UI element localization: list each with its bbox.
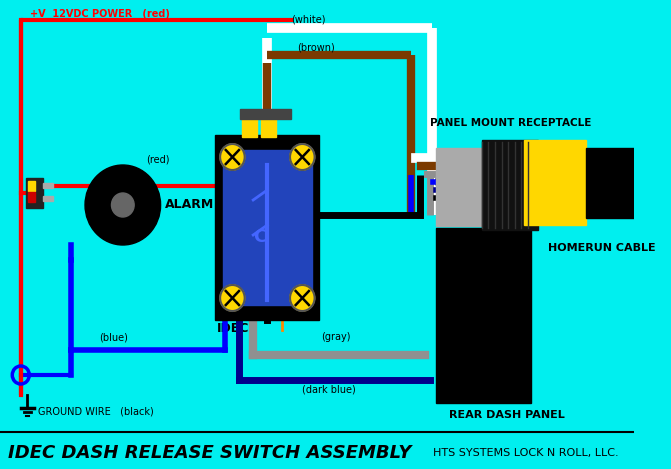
Bar [586, 148, 634, 218]
Bar [240, 109, 291, 119]
Bar [524, 140, 586, 225]
Bar [482, 140, 539, 230]
Bar [28, 192, 35, 202]
Bar [242, 117, 257, 137]
Text: C: C [253, 228, 266, 246]
Bar [26, 178, 44, 208]
Text: GROUND WIRE   (black): GROUND WIRE (black) [38, 406, 154, 416]
Text: ALARM: ALARM [165, 198, 215, 212]
Text: (white): (white) [291, 14, 325, 24]
Text: (gray): (gray) [321, 332, 351, 342]
Text: +V  12VDC POWER   (red): +V 12VDC POWER (red) [30, 9, 170, 19]
Circle shape [290, 144, 315, 170]
Bar [261, 117, 276, 137]
Bar [28, 181, 35, 191]
Text: (black): (black) [433, 177, 466, 187]
Text: REAR DASH PANEL: REAR DASH PANEL [449, 410, 564, 420]
Text: (red): (red) [146, 154, 170, 164]
Circle shape [111, 193, 134, 217]
Text: (dark blue): (dark blue) [303, 385, 356, 395]
Circle shape [290, 285, 315, 311]
Text: PANEL MOUNT RECEPTACLE: PANEL MOUNT RECEPTACLE [430, 118, 591, 128]
Text: IDEC DASH RELEASE SWITCH ASSEMBLY: IDEC DASH RELEASE SWITCH ASSEMBLY [7, 444, 411, 462]
Bar [436, 148, 501, 226]
Bar [44, 196, 53, 201]
Text: HOMERUN CABLE: HOMERUN CABLE [548, 243, 656, 253]
Bar [215, 135, 319, 320]
Text: (blue): (blue) [99, 332, 128, 342]
Text: IDEC: IDEC [217, 322, 250, 335]
Text: HTS SYSTEMS LOCK N ROLL, LLC.: HTS SYSTEMS LOCK N ROLL, LLC. [433, 448, 618, 458]
Bar [44, 183, 53, 188]
Circle shape [85, 165, 160, 245]
Bar [436, 228, 531, 403]
Bar [223, 150, 312, 305]
Text: (brown): (brown) [297, 42, 336, 52]
Circle shape [220, 285, 245, 311]
Circle shape [220, 144, 245, 170]
